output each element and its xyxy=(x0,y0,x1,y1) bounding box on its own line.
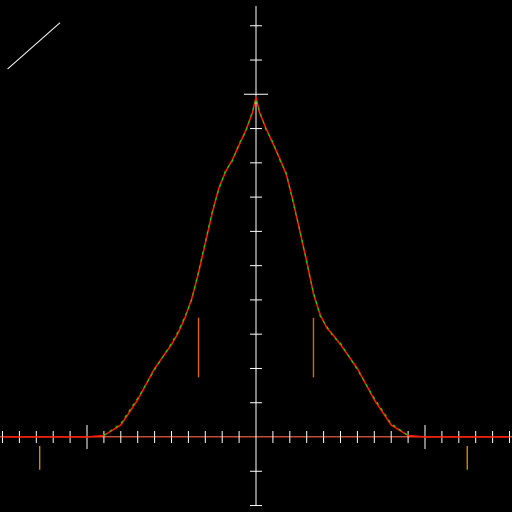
diagonal-segment xyxy=(7,22,61,70)
series-group xyxy=(2,96,510,438)
series-line-overlay xyxy=(103,98,409,436)
series-line-main xyxy=(2,96,510,438)
marker-lines xyxy=(38,317,468,470)
